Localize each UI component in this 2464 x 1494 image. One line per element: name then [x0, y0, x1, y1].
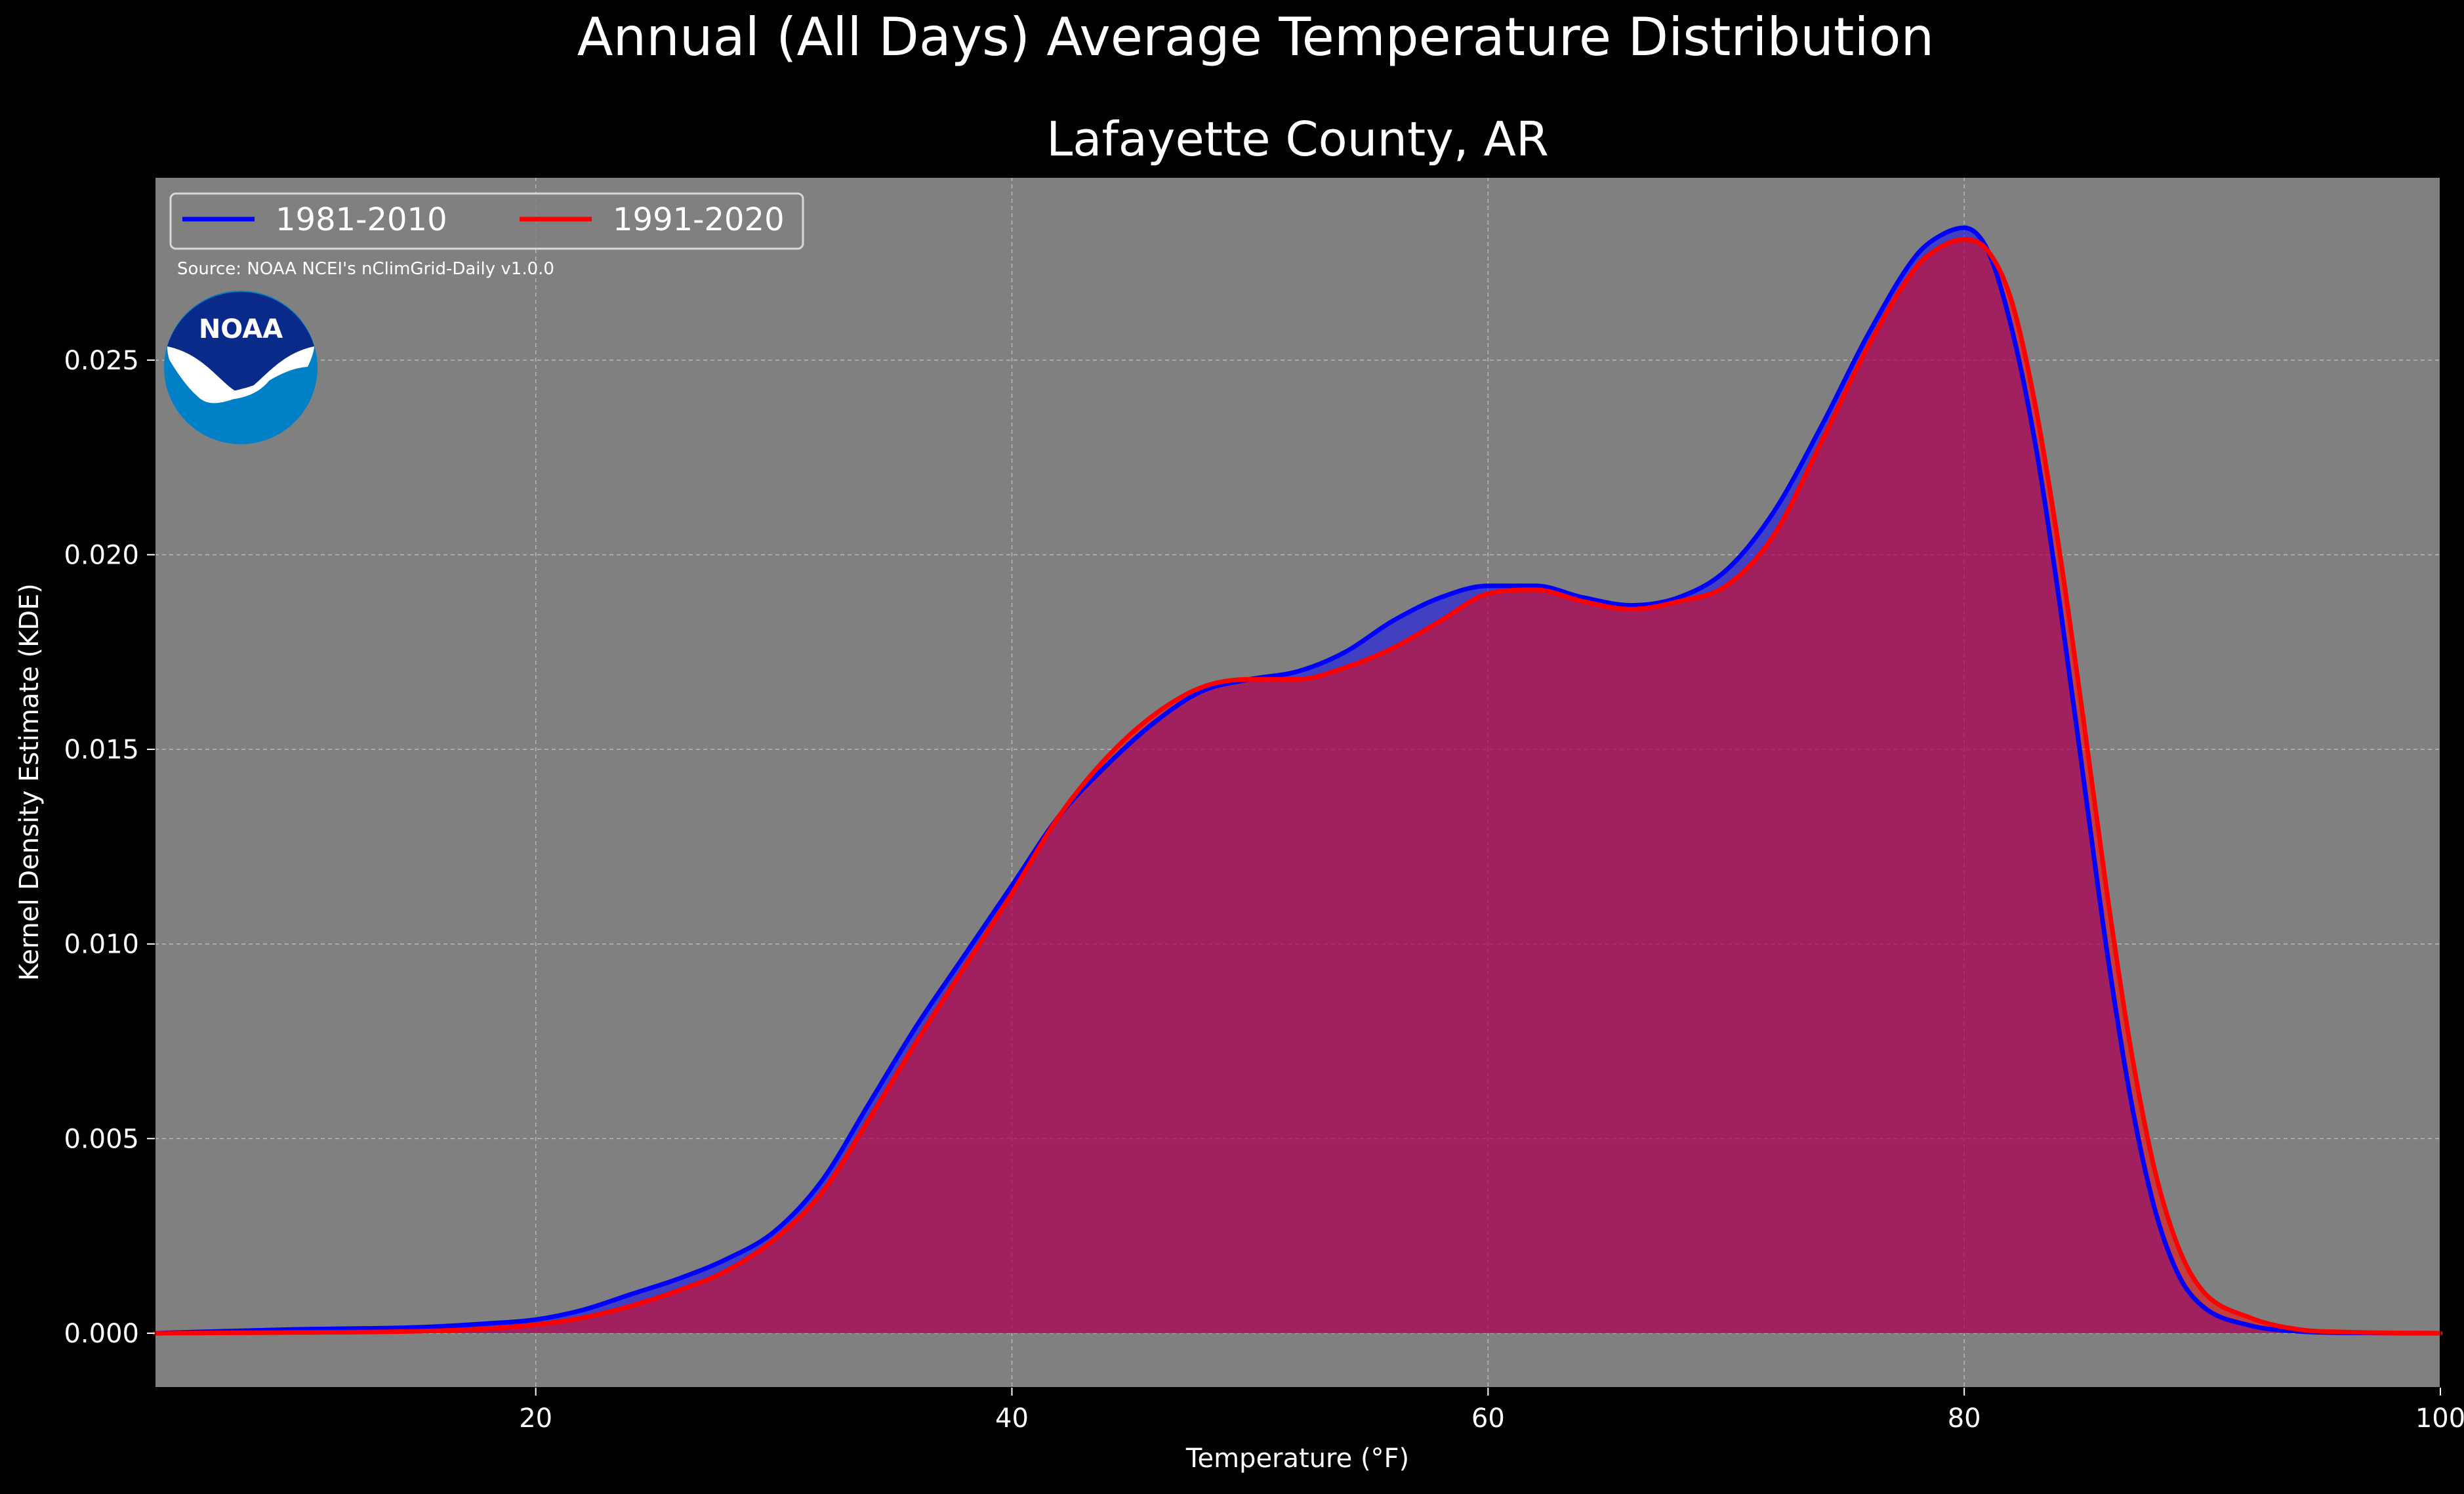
line-1981-2010	[152, 225, 2443, 1336]
noaa-logo-text: NOAA	[199, 314, 283, 344]
y-tick-label: 0.020	[64, 540, 139, 570]
x-axis-label: Temperature (°F)	[1185, 1443, 1409, 1474]
legend-label-1981-2010: 1981-2010	[276, 201, 447, 238]
noaa-logo-bird-tail	[216, 379, 270, 400]
x-tick-label: 60	[1471, 1403, 1505, 1434]
suptitle: Annual (All Days) Average Temperature Di…	[577, 7, 1934, 68]
legend-label-1991-2020: 1991-2020	[613, 201, 785, 238]
y-tick-label: 0.010	[64, 930, 139, 960]
plot-frame	[154, 176, 2441, 1388]
line-1991-2020	[152, 237, 2443, 1336]
density-lines	[152, 225, 2443, 1336]
noaa-logo-bird-wing	[167, 346, 314, 404]
density-fills	[155, 228, 2440, 1333]
x-axis-ticks: 20 40 60 80 100	[519, 1388, 2464, 1434]
y-tick-label: 0.005	[64, 1124, 139, 1154]
area-1991-2020	[155, 239, 2440, 1333]
noaa-logo-icon: NOAA	[164, 291, 318, 444]
y-axis-label: Kernel Density Estimate (KDE)	[14, 583, 45, 981]
x-tick-label: 40	[995, 1403, 1029, 1434]
x-tick-label: 80	[1948, 1403, 1981, 1434]
legend: 1981-2010 1991-2020	[169, 192, 804, 250]
source-note: Source: NOAA NCEI's nClimGrid-Daily v1.0…	[177, 259, 554, 279]
y-axis-ticks: 0.000 0.005 0.010 0.015 0.020 0.025	[64, 346, 155, 1349]
y-tick-label: 0.025	[64, 346, 139, 376]
legend-box	[169, 192, 804, 250]
x-tick-label: 100	[2415, 1403, 2464, 1434]
y-tick-label: 0.015	[64, 735, 139, 765]
noaa-logo-dark-half	[167, 291, 314, 394]
chart-title: Lafayette County, AR	[1046, 112, 1549, 167]
y-tick-label: 0.000	[64, 1319, 139, 1349]
x-tick-label: 20	[519, 1403, 552, 1434]
